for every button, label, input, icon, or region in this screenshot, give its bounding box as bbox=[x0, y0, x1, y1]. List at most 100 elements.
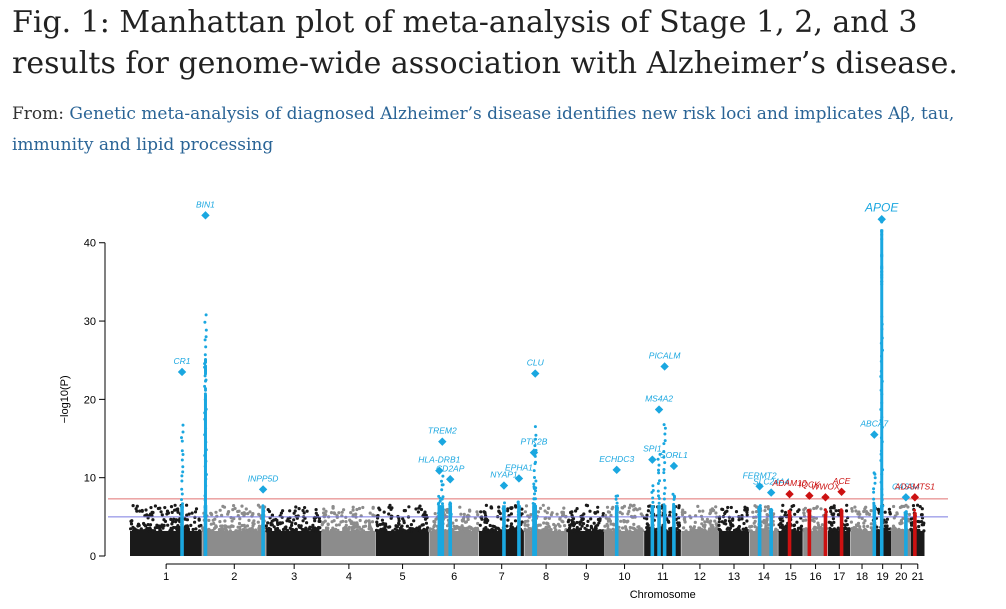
snp-point bbox=[883, 510, 887, 514]
snp-point bbox=[637, 529, 641, 533]
snp-point bbox=[713, 519, 717, 523]
snp-point bbox=[921, 523, 926, 527]
spike-trem2 bbox=[440, 474, 445, 556]
snp-point bbox=[433, 529, 437, 533]
snp-point bbox=[922, 529, 926, 533]
spike-point bbox=[180, 479, 184, 483]
y-tick-label: 40 bbox=[84, 238, 96, 250]
signal-point bbox=[204, 379, 207, 383]
spike-base bbox=[872, 505, 877, 556]
gene-label-iqck: IQCK bbox=[799, 480, 820, 490]
snp-point bbox=[513, 527, 517, 531]
snp-point bbox=[409, 523, 413, 527]
snp-point bbox=[592, 521, 596, 525]
spike-point bbox=[823, 508, 827, 512]
signal-column bbox=[203, 396, 207, 556]
snp-point bbox=[141, 529, 145, 533]
signal-point bbox=[880, 270, 884, 274]
lead-snp-ace bbox=[837, 487, 846, 496]
snp-point bbox=[764, 525, 768, 529]
snp-point bbox=[367, 525, 371, 529]
snp-point bbox=[847, 527, 851, 531]
snp-point bbox=[598, 518, 602, 523]
snp-point bbox=[248, 527, 252, 531]
spike-base bbox=[180, 505, 184, 556]
snp-point bbox=[344, 515, 348, 519]
snp-point bbox=[884, 520, 888, 524]
snp-point bbox=[804, 518, 808, 522]
snp-point bbox=[850, 507, 854, 511]
snp-point bbox=[812, 529, 816, 533]
snp-point bbox=[632, 522, 636, 526]
spike-point bbox=[534, 489, 537, 493]
snp-point bbox=[623, 519, 627, 523]
spike-base bbox=[787, 511, 792, 556]
snp-point bbox=[697, 527, 701, 531]
snp-point bbox=[862, 524, 866, 529]
snp-point bbox=[185, 527, 189, 532]
snp-point bbox=[900, 504, 904, 508]
snp-point bbox=[638, 507, 642, 511]
snp-point bbox=[737, 529, 741, 533]
snp-point bbox=[647, 529, 651, 533]
lead-snp-markers bbox=[177, 211, 920, 502]
snp-point bbox=[232, 504, 236, 508]
snp-point bbox=[144, 508, 148, 512]
spike-point bbox=[437, 511, 440, 515]
snp-point bbox=[476, 521, 480, 526]
snp-point bbox=[423, 511, 427, 515]
lead-snp-fermt2 bbox=[755, 482, 764, 491]
lead-snp-bin1 bbox=[201, 211, 210, 220]
snp-point bbox=[361, 505, 365, 510]
snp-point bbox=[729, 505, 733, 510]
gene-label-ace: ACE bbox=[832, 476, 851, 486]
snp-point bbox=[297, 524, 301, 528]
spike-point bbox=[203, 338, 207, 342]
gene-label-cd2ap: CD2AP bbox=[436, 463, 465, 473]
snp-point bbox=[863, 519, 867, 523]
snp-point bbox=[907, 512, 912, 517]
snp-point bbox=[603, 524, 607, 528]
snp-point bbox=[221, 529, 225, 533]
snp-point bbox=[238, 517, 242, 521]
snp-point bbox=[547, 516, 552, 520]
spike-point bbox=[651, 489, 655, 492]
snp-point bbox=[380, 522, 384, 526]
snp-point bbox=[377, 506, 381, 510]
snp-point bbox=[134, 507, 138, 511]
snp-point bbox=[723, 511, 727, 516]
snp-point bbox=[459, 512, 463, 516]
snp-point bbox=[369, 527, 374, 531]
snp-point bbox=[626, 512, 630, 516]
lead-snp-slc24a4 bbox=[766, 488, 776, 497]
snp-point bbox=[398, 529, 402, 533]
lead-snp-apoe bbox=[877, 215, 886, 224]
lead-snp-cr1 bbox=[177, 367, 187, 377]
spike-point bbox=[503, 509, 507, 513]
x-tick-label: 2 bbox=[231, 571, 237, 583]
snp-point bbox=[388, 525, 392, 529]
snp-band-base bbox=[827, 530, 851, 556]
snp-point bbox=[185, 503, 189, 507]
snp-point bbox=[858, 512, 862, 516]
chromosome-band-6 bbox=[428, 505, 480, 556]
spike-wwox bbox=[823, 508, 828, 556]
gene-label-picalm: PICALM bbox=[649, 350, 682, 360]
spike-epha1 bbox=[516, 500, 522, 556]
spike-point bbox=[204, 335, 208, 339]
source-article-link[interactable]: Genetic meta-analysis of diagnosed Alzhe… bbox=[12, 104, 955, 155]
snp-point bbox=[784, 528, 788, 532]
snp-point bbox=[245, 528, 249, 532]
signal-point bbox=[880, 233, 884, 237]
lead-snp-sorl1 bbox=[669, 461, 679, 471]
lead-snp-echdc3 bbox=[612, 465, 621, 475]
snp-point bbox=[286, 528, 290, 533]
snp-point bbox=[247, 518, 251, 522]
snp-point bbox=[680, 513, 685, 517]
snp-point bbox=[388, 503, 392, 507]
snp-point bbox=[734, 510, 739, 514]
snp-point bbox=[217, 528, 221, 532]
snp-point bbox=[779, 521, 783, 525]
snp-point bbox=[899, 519, 904, 523]
